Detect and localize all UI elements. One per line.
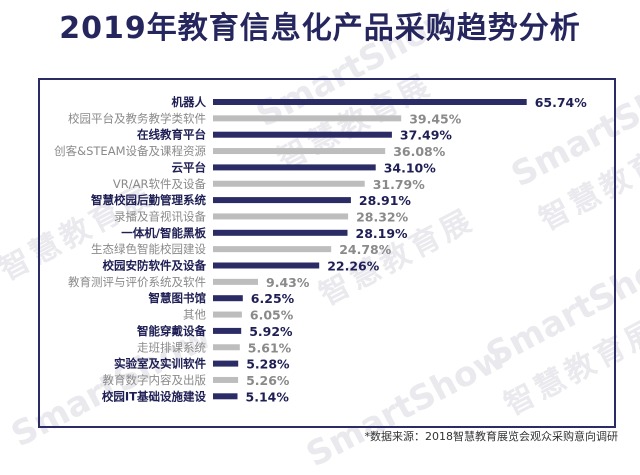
bar (213, 278, 258, 285)
bar (213, 99, 527, 105)
category-label: 智能穿戴设备 (137, 324, 206, 338)
value-label: 5.92% (249, 324, 293, 339)
category-label: 校园平台及教务教学类软件 (68, 111, 206, 125)
bar (213, 393, 238, 400)
category-label: 创客&STEAM设备及课程资源 (54, 144, 206, 158)
value-label: 5.14% (246, 389, 290, 404)
value-label: 37.49% (400, 128, 453, 143)
bar (213, 164, 376, 171)
value-label: 36.08% (393, 144, 446, 159)
value-label: 5.28% (246, 357, 290, 372)
bar (213, 197, 351, 204)
category-label: VR/AR软件及设备 (113, 177, 207, 191)
bar (213, 360, 239, 367)
category-label: 云平台 (172, 160, 207, 174)
value-label: 6.05% (250, 308, 294, 323)
value-label: 9.43% (266, 275, 310, 290)
category-label: 教育数字内容及出版 (103, 373, 207, 387)
bar (213, 246, 332, 253)
bar (213, 327, 242, 334)
bar (213, 148, 386, 155)
bar (213, 180, 365, 187)
value-label: 28.19% (356, 226, 409, 241)
category-label: 机器人 (172, 95, 207, 109)
value-label: 24.78% (339, 242, 392, 257)
value-label: 28.91% (359, 193, 412, 208)
category-label: 智慧校园后勤管理系统 (91, 193, 206, 207)
value-label: 6.25% (251, 291, 295, 306)
value-label: 34.10% (384, 160, 437, 175)
category-label: 录播及音视讯设备 (114, 209, 206, 223)
category-label: 一体机/智能黑板 (121, 226, 206, 240)
category-label: 校园IT基础设施建设 (102, 389, 207, 403)
bar (213, 262, 320, 269)
data-source-note: *数据来源：2018智慧教育展览会观众采购意向调研 (364, 430, 619, 443)
category-label: 校园安防软件及设备 (103, 259, 207, 273)
bar (213, 376, 239, 383)
bar (213, 131, 392, 138)
chart-title: 2019年教育信息化产品采购趋势分析 (59, 11, 581, 46)
category-label: 实验室及实训软件 (114, 357, 206, 371)
value-label: 39.45% (409, 111, 462, 126)
value-label: 31.79% (373, 177, 426, 192)
category-label: 生态绿色智能校园建设 (91, 242, 206, 256)
value-label: 5.61% (248, 340, 292, 355)
category-label: 走班排课系统 (137, 340, 206, 354)
category-label: 智慧图书馆 (149, 291, 207, 305)
bar (213, 344, 240, 351)
category-label: 其他 (183, 308, 206, 322)
value-label: 28.32% (356, 209, 409, 224)
category-label: 教育测评与评价系统及软件 (68, 275, 206, 289)
value-label: 65.74% (535, 95, 588, 110)
category-label: 在线教育平台 (137, 128, 206, 142)
bar (213, 295, 243, 302)
bar (213, 115, 402, 122)
bar (213, 311, 242, 318)
value-label: 5.26% (246, 373, 290, 388)
value-label: 22.26% (327, 259, 380, 274)
bar (213, 229, 348, 236)
chart-frame (38, 78, 616, 428)
bar (213, 213, 349, 220)
bar-chart: 机器人 65.74% 校园平台及教务教学类软件 39.45% 在线教育平台 37.49% 创… (54, 95, 588, 404)
